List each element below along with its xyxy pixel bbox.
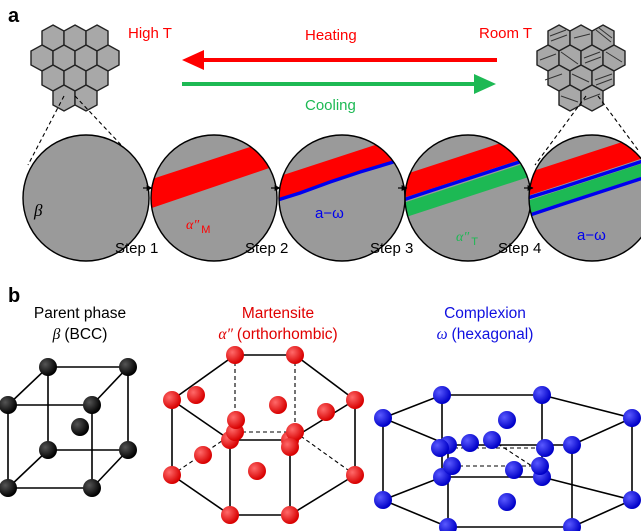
- stage-beta-circle: β: [22, 134, 150, 262]
- heating-arrow: [182, 50, 497, 70]
- complexion-subtitle: ω (hexagonal): [437, 326, 534, 343]
- panel-b-letter: b: [8, 285, 20, 307]
- bcc-lattice: [0, 358, 137, 497]
- step-4-label: Step 4: [498, 240, 541, 257]
- a-omega-label: a−ω: [315, 205, 344, 222]
- zoom-line-right-1: [534, 95, 587, 166]
- room-t-label: Room T: [479, 25, 532, 42]
- step-2-label: Step 2: [245, 240, 288, 257]
- step-3-label: Step 3: [370, 240, 413, 257]
- high-t-label: High T: [128, 25, 172, 42]
- alpha-t-label: α″ T: [456, 230, 478, 248]
- zoom-line-left-1: [27, 95, 65, 166]
- beta-symbol: β: [33, 201, 43, 220]
- high-temp-grains: [30, 24, 120, 112]
- parent-subtitle: β (BCC): [52, 326, 108, 343]
- panel-b: b Parent phase β (BCC) Martensite α″ (orth…: [0, 285, 641, 531]
- cooling-arrow: [182, 74, 496, 94]
- martensite-striations: [539, 27, 623, 103]
- room-temp-grains: [536, 24, 626, 112]
- panel-a-letter: a: [8, 5, 20, 27]
- martensite-subtitle: α″ (orthorhombic): [218, 326, 337, 343]
- martensite-title: Martensite: [242, 305, 314, 322]
- cooling-label: Cooling: [305, 97, 356, 114]
- a-omega-label-final: a−ω: [577, 227, 606, 244]
- heating-label: Heating: [305, 27, 357, 44]
- panel-a: a: [8, 5, 641, 262]
- orthorhombic-lattice: [163, 346, 364, 524]
- zoom-line-right-2: [597, 95, 639, 151]
- complexion-title: Complexion: [444, 305, 526, 322]
- parent-title: Parent phase: [34, 305, 126, 322]
- hexagonal-lattice: [374, 386, 641, 531]
- step-1-label: Step 1: [115, 240, 158, 257]
- stage-martensite-circle: α″ M: [150, 134, 278, 262]
- alpha-m-label: α″ M: [186, 218, 210, 236]
